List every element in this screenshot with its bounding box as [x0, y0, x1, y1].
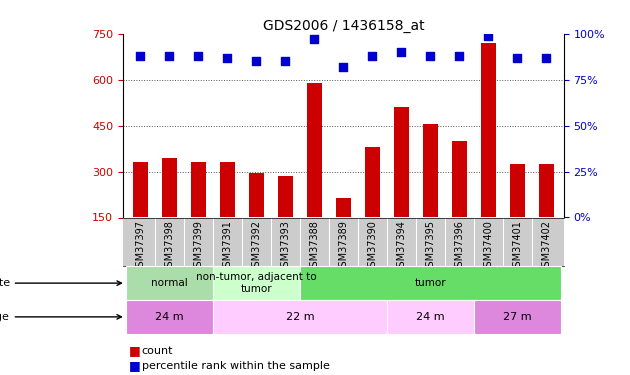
Bar: [539, 164, 554, 218]
Bar: [387, 300, 474, 334]
Bar: [278, 176, 292, 218]
Text: tumor: tumor: [415, 278, 446, 288]
Bar: [300, 266, 561, 300]
Bar: [162, 158, 176, 218]
Point: [251, 58, 261, 64]
Text: GSM37394: GSM37394: [396, 220, 406, 273]
Text: 22 m: 22 m: [285, 312, 314, 322]
Text: GSM37399: GSM37399: [193, 220, 203, 273]
Point: [222, 55, 232, 61]
Bar: [423, 124, 438, 218]
Point: [512, 55, 522, 61]
Bar: [126, 266, 213, 300]
Text: GSM37402: GSM37402: [541, 220, 551, 273]
Point: [338, 64, 348, 70]
Text: count: count: [142, 346, 173, 355]
Text: GSM37393: GSM37393: [280, 220, 290, 273]
Bar: [249, 173, 263, 217]
Bar: [452, 141, 467, 218]
Point: [280, 58, 290, 64]
Text: GSM37391: GSM37391: [222, 220, 232, 273]
Bar: [213, 266, 300, 300]
Text: ■: ■: [129, 359, 141, 372]
Title: GDS2006 / 1436158_at: GDS2006 / 1436158_at: [263, 19, 424, 33]
Point: [425, 53, 435, 59]
Text: ■: ■: [129, 344, 141, 357]
Text: GSM37400: GSM37400: [483, 220, 493, 273]
Text: GSM37401: GSM37401: [512, 220, 522, 273]
Bar: [213, 300, 387, 334]
Bar: [394, 107, 409, 218]
Text: percentile rank within the sample: percentile rank within the sample: [142, 361, 329, 370]
Text: 27 m: 27 m: [503, 312, 532, 322]
Bar: [481, 43, 496, 218]
Text: GSM37388: GSM37388: [309, 220, 319, 273]
Text: normal: normal: [151, 278, 188, 288]
Bar: [191, 162, 205, 218]
Point: [193, 53, 203, 59]
Text: GSM37396: GSM37396: [454, 220, 464, 273]
Point: [135, 53, 146, 59]
Point: [483, 33, 493, 39]
Bar: [474, 300, 561, 334]
Point: [367, 53, 377, 59]
Text: GSM37390: GSM37390: [367, 220, 377, 273]
Bar: [336, 198, 351, 217]
Point: [309, 36, 319, 42]
Text: age: age: [0, 312, 122, 322]
Bar: [133, 162, 147, 218]
Text: 24 m: 24 m: [416, 312, 445, 322]
Text: disease state: disease state: [0, 278, 122, 288]
Text: 24 m: 24 m: [155, 312, 183, 322]
Text: GSM37392: GSM37392: [251, 220, 261, 273]
Point: [541, 55, 551, 61]
Text: GSM37395: GSM37395: [425, 220, 435, 273]
Bar: [365, 147, 380, 218]
Bar: [510, 164, 525, 218]
Text: non-tumor, adjacent to
tumor: non-tumor, adjacent to tumor: [196, 272, 317, 294]
Bar: [220, 162, 234, 218]
Bar: [307, 83, 321, 218]
Point: [454, 53, 464, 59]
Bar: [126, 300, 213, 334]
Text: GSM37397: GSM37397: [135, 220, 146, 273]
Point: [164, 53, 175, 59]
Point: [396, 49, 406, 55]
Text: GSM37389: GSM37389: [338, 220, 348, 273]
Text: GSM37398: GSM37398: [164, 220, 175, 273]
